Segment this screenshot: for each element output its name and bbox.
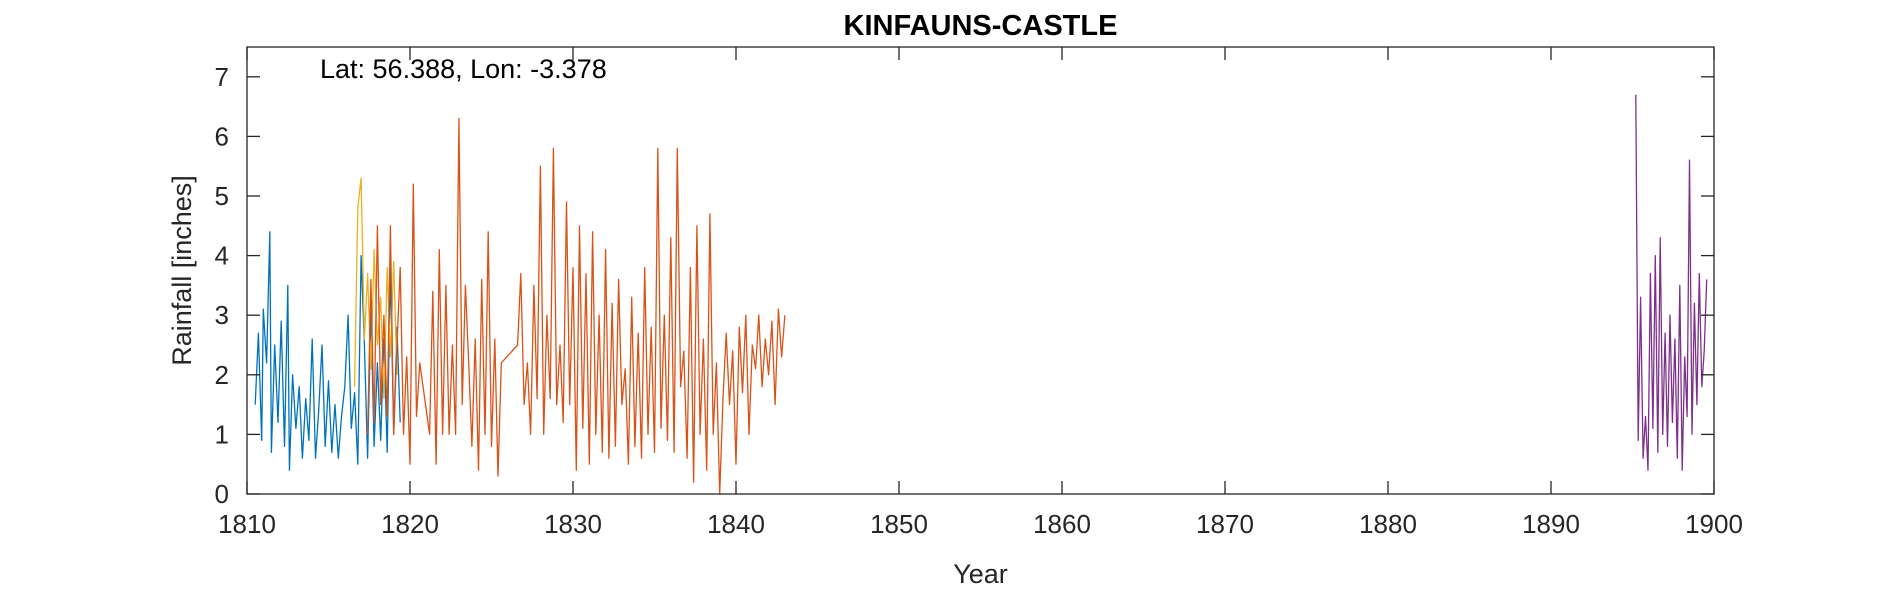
- y-tick-label: 0: [215, 479, 229, 509]
- x-tick-label: 1880: [1359, 509, 1417, 539]
- series-line-1: [254, 231, 401, 471]
- x-tick-label: 1820: [381, 509, 439, 539]
- y-tick-label: 2: [215, 360, 229, 390]
- x-tick-label: 1830: [544, 509, 602, 539]
- series-layer: [254, 94, 1708, 495]
- x-axis-label: Year: [953, 559, 1008, 589]
- chart-title: KINFAUNS-CASTLE: [844, 10, 1118, 42]
- x-tick-label: 1810: [218, 509, 276, 539]
- y-tick-label: 5: [215, 181, 229, 211]
- x-tick-label: 1860: [1033, 509, 1091, 539]
- x-tick-label: 1870: [1196, 509, 1254, 539]
- x-tick-label: 1840: [707, 509, 765, 539]
- tick-layer: 1810 1820 1830 1840 1850 1860 1870 1880 1890 1900…: [215, 47, 1743, 539]
- y-axis-label: Rainfall [inches]: [167, 175, 197, 366]
- x-tick-label: 1900: [1685, 509, 1743, 539]
- plot-frame: [246, 46, 1715, 495]
- series-line-4: [1635, 94, 1708, 471]
- location-annotation: Lat: 56.388, Lon: -3.378: [320, 54, 607, 84]
- y-tick-label: 4: [215, 241, 229, 271]
- y-tick-label: 7: [215, 62, 229, 92]
- y-tick-label: 6: [215, 121, 229, 151]
- series-line-3: [366, 117, 786, 495]
- x-tick-label: 1850: [870, 509, 928, 539]
- y-tick-label: 3: [215, 300, 229, 330]
- x-tick-label: 1890: [1522, 509, 1580, 539]
- y-tick-label: 1: [215, 419, 229, 449]
